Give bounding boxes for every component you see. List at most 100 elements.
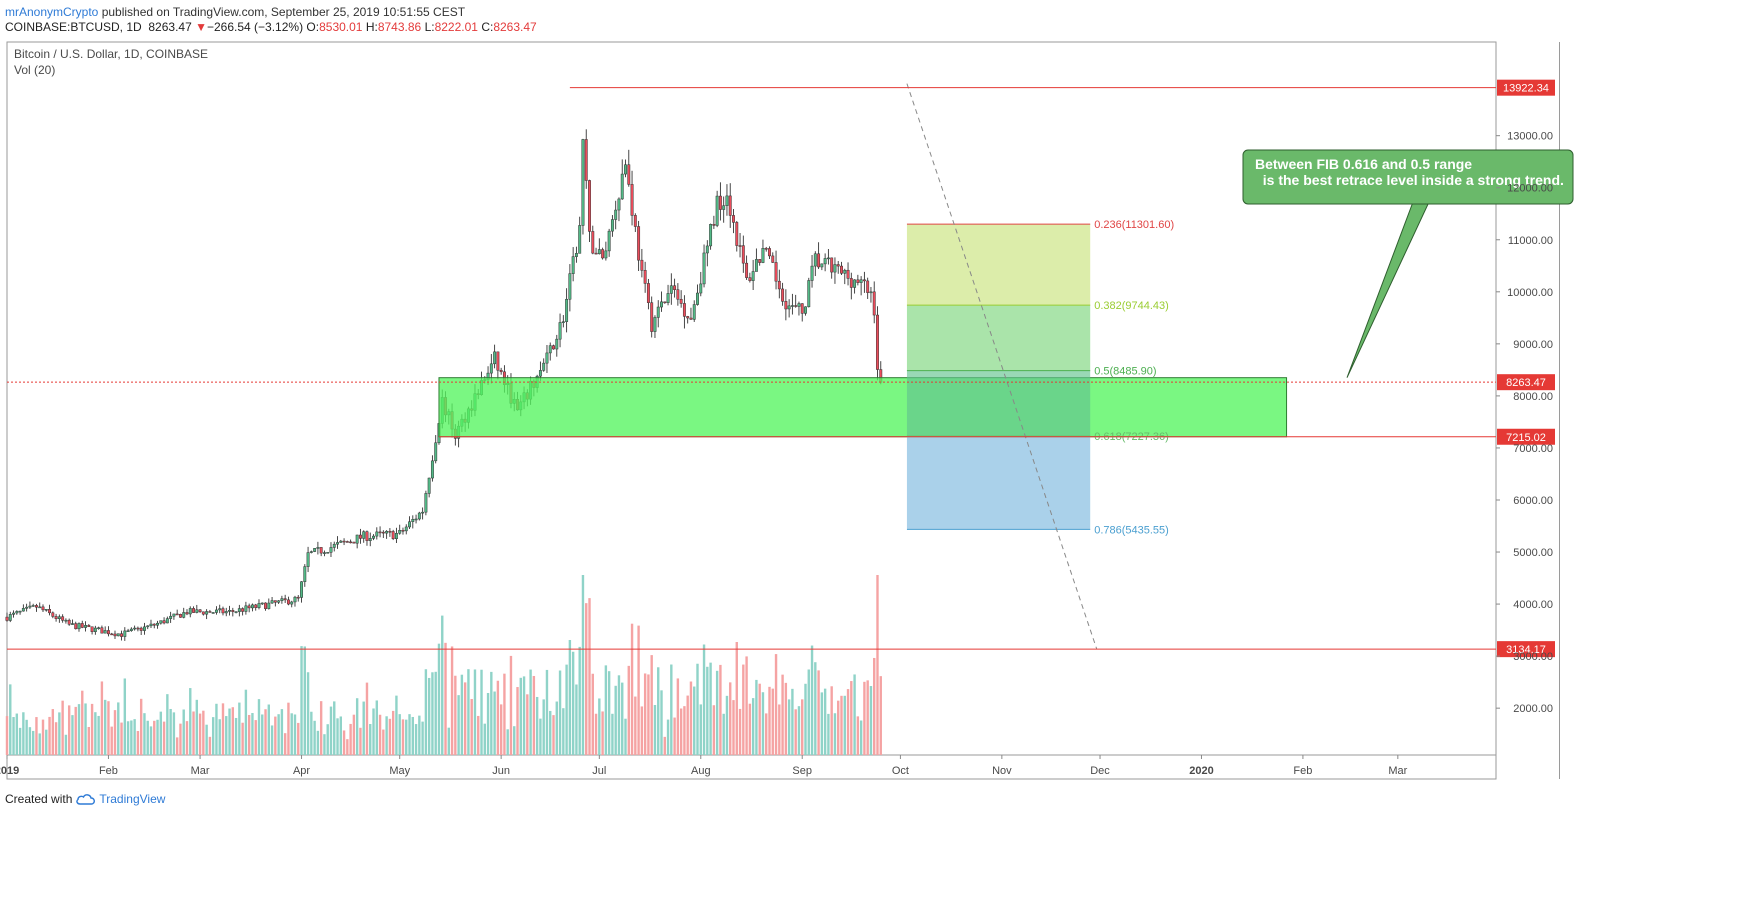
- candle-body: [372, 535, 375, 539]
- candle-body: [427, 477, 431, 494]
- volume-bar: [211, 717, 215, 755]
- candle-body: [637, 226, 641, 261]
- candle-body: [705, 245, 709, 254]
- author-link[interactable]: mrAnonymCrypto: [5, 5, 99, 19]
- candle-body: [853, 279, 857, 288]
- volume-bar: [352, 714, 356, 755]
- candle-body: [745, 262, 749, 278]
- volume-bar: [166, 694, 169, 755]
- candle-body: [28, 605, 32, 608]
- volume-bar: [470, 698, 473, 755]
- candle-body: [748, 277, 752, 281]
- volume-bar: [310, 711, 313, 755]
- y-tick-label: 7000.00: [1513, 443, 1553, 455]
- candle-body: [696, 292, 699, 305]
- open-value: 8530.01: [319, 20, 363, 34]
- volume-bar: [58, 712, 61, 755]
- fib-zone: [906, 305, 1091, 371]
- volume-bar: [303, 646, 306, 755]
- volume-bar: [729, 682, 732, 755]
- candle-body: [768, 248, 771, 257]
- volume-bar: [480, 669, 483, 755]
- volume-bar: [454, 675, 457, 755]
- candle-body: [218, 608, 222, 611]
- fib-zone: [906, 436, 1091, 530]
- candle-body: [565, 298, 569, 322]
- candle-body: [8, 614, 12, 621]
- y-tick-label: 12000.00: [1507, 183, 1553, 195]
- candle-body: [293, 596, 297, 603]
- volume-bar: [617, 675, 621, 755]
- callout-text: Between FIB 0.616 and 0.5 range: [1255, 156, 1472, 172]
- volume-bar: [804, 683, 807, 755]
- candle-body: [607, 230, 611, 252]
- volume-bar: [571, 651, 575, 755]
- volume-bar: [372, 708, 375, 755]
- volume-bar: [558, 670, 562, 755]
- volume-bar: [287, 702, 290, 755]
- volume-bar: [552, 715, 555, 755]
- volume-bar: [545, 669, 549, 755]
- candle-body: [332, 543, 336, 548]
- candle-body: [833, 264, 837, 273]
- volume-bar: [565, 664, 568, 755]
- tradingview-link[interactable]: TradingView: [76, 792, 165, 806]
- volume-bar: [74, 706, 77, 755]
- change-value: −266.54 (−3.12%): [207, 20, 304, 34]
- volume-bar: [709, 662, 712, 755]
- volume-bar: [647, 674, 650, 755]
- price-tag-label: 7215.02: [1506, 432, 1546, 444]
- volume-bar: [5, 716, 9, 755]
- volume-bar: [100, 681, 104, 755]
- volume-bar: [283, 733, 287, 755]
- candle-body: [18, 610, 22, 613]
- volume-bar: [463, 682, 467, 755]
- x-tick-label: Feb: [99, 765, 118, 777]
- y-tick-label: 4000.00: [1513, 599, 1553, 611]
- volume-bar: [588, 598, 591, 755]
- volume-bar: [441, 615, 444, 755]
- volume-bar: [192, 711, 195, 755]
- candle-body: [97, 627, 101, 629]
- volume-bar: [427, 677, 431, 755]
- volume-bar: [395, 695, 398, 755]
- candle-body: [673, 285, 677, 290]
- volume-bar: [254, 720, 257, 755]
- volume-bar: [15, 713, 19, 755]
- volume-bar: [634, 696, 637, 755]
- candle-body: [646, 283, 650, 303]
- axes: 2019 Feb Mar Apr May Jun Jul Aug Sep Oct Nov Dec 202…: [0, 131, 1553, 777]
- candle-body: [296, 596, 300, 599]
- candle-body: [761, 248, 765, 263]
- volume-bar: [359, 727, 362, 755]
- volume-bar: [12, 717, 15, 755]
- candle-body: [830, 257, 834, 273]
- volume-bar: [509, 655, 513, 755]
- callout-text: is the best retrace level inside a stron…: [1255, 172, 1564, 188]
- volume-bar: [696, 663, 699, 755]
- candle-body: [633, 215, 637, 227]
- candle-body: [561, 321, 565, 323]
- volume-bar: [9, 684, 12, 755]
- candle-body: [162, 620, 166, 624]
- volume-bar: [241, 722, 244, 755]
- candle-body: [764, 248, 768, 250]
- candle-body: [676, 289, 680, 300]
- candle-body: [31, 605, 35, 607]
- callout-pointer: [1346, 201, 1430, 378]
- candle-body: [195, 609, 199, 613]
- volume-bar: [297, 722, 300, 755]
- high-value: 8743.86: [377, 20, 422, 34]
- volume-bar: [391, 710, 395, 755]
- candle-body: [133, 627, 137, 630]
- volume-bar: [611, 713, 614, 755]
- volume-bar: [450, 646, 454, 755]
- volume-bar: [71, 715, 74, 755]
- volume-bar: [333, 701, 336, 755]
- volume-bar: [25, 719, 28, 755]
- x-tick-label: Dec: [1090, 765, 1110, 777]
- x-tick-label: 2020: [1189, 765, 1213, 777]
- candle-body: [414, 518, 418, 521]
- volume-bar: [378, 714, 382, 755]
